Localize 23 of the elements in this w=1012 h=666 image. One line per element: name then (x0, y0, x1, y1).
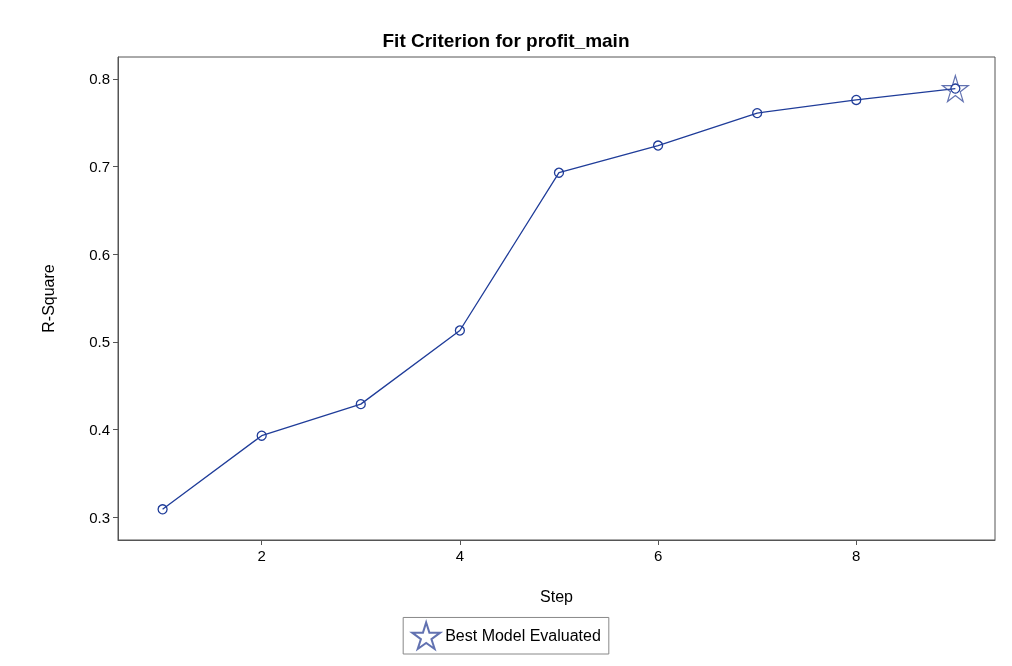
y-axis-title: R-Square (39, 264, 57, 333)
y-tick-label: 0.6 (89, 245, 110, 263)
x-tick-label: 4 (455, 547, 465, 564)
point (941, 74, 969, 103)
x-tick-label: 6 (653, 547, 663, 564)
x-tick-label: 8 (852, 547, 861, 564)
point (157, 504, 168, 515)
x-axis-title: Step (540, 587, 574, 605)
y-tick-label: 0.3 (89, 508, 110, 526)
point (553, 167, 565, 178)
x-tick-label: 2 (257, 547, 266, 564)
point (851, 94, 862, 106)
point (752, 107, 763, 119)
point (355, 398, 366, 410)
chart-title: Fit Criterion for profit_main (382, 30, 630, 51)
point (652, 140, 664, 151)
y-tick-label: 0.5 (89, 333, 110, 351)
legend-label: Best Model Evaluated (445, 627, 601, 645)
y-tick-label: 0.8 (89, 70, 110, 88)
point (454, 325, 466, 336)
y-tick-label: 0.4 (89, 421, 110, 439)
y-tick-label: 0.7 (89, 158, 110, 176)
point (256, 430, 267, 441)
